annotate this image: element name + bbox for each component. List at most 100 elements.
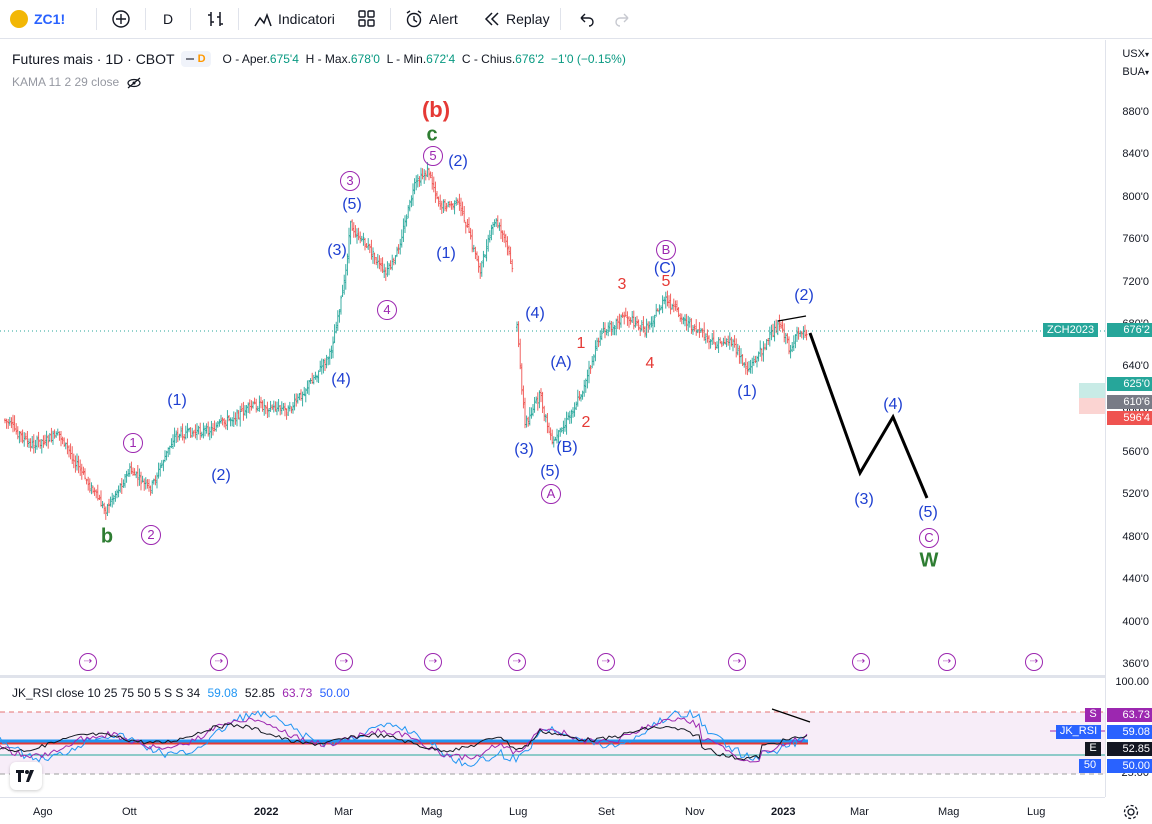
legend-title[interactable]: Futures mais · 1D · CBOT (12, 51, 175, 67)
time-axis[interactable]: Ago Ott 2022 Mar Mag Lug Set Nov 2023 Mar Mag Lug (0, 797, 1105, 824)
price-chart-canvas[interactable] (0, 40, 1105, 670)
price-tick: 880'0 (1122, 106, 1149, 118)
event-marker-icon[interactable]: ⇢ (335, 653, 353, 671)
wave-label[interactable]: 5 (661, 273, 671, 290)
price-tick: 560'0 (1122, 446, 1149, 458)
wave-label[interactable]: (2) (448, 153, 468, 170)
wave-label[interactable]: c (426, 123, 438, 146)
wave-label[interactable]: (2) (794, 287, 814, 304)
chart-type-button[interactable] (206, 0, 226, 38)
wave-label[interactable]: (1) (737, 383, 757, 400)
time-tick: Nov (685, 806, 705, 818)
wave-label[interactable]: 4 (645, 355, 655, 372)
unit-selector[interactable]: BUA▾ (1122, 66, 1149, 78)
time-tick: Mar (334, 806, 353, 818)
event-marker-icon[interactable]: ⇢ (1025, 653, 1043, 671)
wave-label[interactable]: 5 (423, 146, 443, 166)
price-tag-1: 625'0 (1107, 377, 1152, 391)
price-tick: 760'0 (1122, 233, 1149, 245)
event-marker-icon[interactable]: ⇢ (852, 653, 870, 671)
replay-button[interactable]: Replay (482, 0, 550, 38)
wave-label[interactable]: (3) (327, 242, 347, 259)
rsi-canvas[interactable] (0, 678, 1105, 796)
time-tick: 2023 (771, 806, 796, 818)
event-marker-icon[interactable]: ⇢ (728, 653, 746, 671)
wave-label[interactable]: (5) (918, 504, 938, 521)
event-marker-icon[interactable]: ⇢ (597, 653, 615, 671)
rsi-name-tag: JK_RSI (1056, 725, 1101, 739)
hidden-eye-icon[interactable] (126, 77, 141, 89)
zone-green (1079, 383, 1105, 398)
plus-circle-icon (112, 10, 130, 28)
last-price-tag: 676'2 (1107, 323, 1152, 337)
price-tick: 440'0 (1122, 573, 1149, 585)
rsi-legend[interactable]: JK_RSI close 10 25 75 50 5 S S 34 59.08 … (12, 686, 350, 700)
wave-label[interactable]: (3) (854, 491, 874, 508)
wave-label[interactable]: 2 (581, 414, 591, 431)
price-tag-3: 596'4 (1107, 411, 1152, 425)
wave-label[interactable]: b (100, 525, 114, 548)
wave-label[interactable]: (1) (436, 245, 456, 262)
layouts-button[interactable] (357, 0, 377, 38)
tradingview-logo[interactable] (10, 762, 42, 790)
event-marker-icon[interactable]: ⇢ (210, 653, 228, 671)
undo-button[interactable] (576, 0, 596, 38)
symbol-name: ZC1! (34, 11, 66, 27)
time-tick: Lug (509, 806, 528, 818)
change-value: −1'0 (−0.15%) (550, 52, 626, 66)
add-symbol-button[interactable] (111, 0, 131, 38)
rsi-line-blue (0, 708, 808, 767)
wave-label[interactable]: (5) (342, 196, 362, 213)
projection-path[interactable] (808, 332, 929, 499)
currency-selector[interactable]: USX▾ (1122, 48, 1149, 60)
wave-label[interactable]: 3 (617, 276, 627, 293)
event-marker-icon[interactable]: ⇢ (938, 653, 956, 671)
wave-label[interactable]: (2) (211, 467, 231, 484)
wave-label[interactable]: 1 (576, 335, 586, 352)
wave-label[interactable]: (4) (525, 305, 545, 322)
rsi-divergence-line[interactable] (771, 708, 811, 723)
wave-label[interactable]: (A) (550, 354, 572, 371)
time-tick: Ott (122, 806, 137, 818)
wave-label[interactable]: A (541, 484, 561, 504)
pane-separator[interactable] (0, 675, 1152, 678)
settings-gear-icon[interactable] (1122, 803, 1140, 821)
rsi-pane[interactable] (0, 678, 1105, 796)
wave-label[interactable]: (5) (540, 463, 560, 480)
wave-label[interactable]: B (656, 240, 676, 260)
wave-label[interactable]: (B) (556, 439, 578, 456)
time-tick: 2022 (254, 806, 279, 818)
alert-button[interactable]: Alert (404, 0, 458, 38)
wave-label[interactable]: 4 (377, 300, 397, 320)
price-axis[interactable]: USX▾ BUA▾ 880'0840'0800'0760'0720'0680'0… (1105, 40, 1152, 820)
bar-chart-icon (208, 12, 223, 26)
symbol-search[interactable]: ZC1! (10, 0, 65, 38)
redo-button[interactable] (613, 0, 633, 38)
event-marker-icon[interactable]: ⇢ (79, 653, 97, 671)
wave-label[interactable]: W (919, 549, 939, 572)
event-marker-icon[interactable]: ⇢ (508, 653, 526, 671)
price-tick: 840'0 (1122, 148, 1149, 160)
wave-label[interactable]: (1) (167, 392, 187, 409)
wave-label[interactable]: 3 (340, 171, 360, 191)
wave-label[interactable]: (4) (331, 371, 351, 388)
wave-label[interactable]: 2 (141, 525, 161, 545)
price-tick: 520'0 (1122, 488, 1149, 500)
wave-label[interactable]: (4) (883, 396, 903, 413)
kama-legend[interactable]: KAMA 11 2 29 close (12, 75, 141, 89)
badge-letter: D (197, 53, 206, 65)
price-tick: 800'0 (1122, 191, 1149, 203)
indicators-button[interactable]: Indicatori (253, 0, 335, 38)
event-marker-icon[interactable]: ⇢ (424, 653, 442, 671)
rsi-s-tag: 63.73 (1107, 708, 1152, 722)
wave-label[interactable]: (C) (653, 260, 677, 277)
time-tick: Mag (421, 806, 443, 818)
wave-label[interactable]: C (919, 528, 939, 548)
price-chart-pane[interactable] (0, 40, 1105, 670)
wave-label[interactable]: (b) (421, 97, 451, 122)
interval-button[interactable]: D (163, 0, 173, 38)
rsi-value-2: 52.85 (244, 686, 275, 700)
wave-label[interactable]: (3) (514, 441, 534, 458)
trend-line[interactable] (777, 315, 807, 322)
wave-label[interactable]: 1 (123, 433, 143, 453)
